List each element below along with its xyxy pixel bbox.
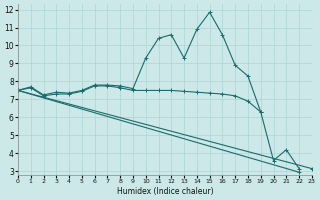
X-axis label: Humidex (Indice chaleur): Humidex (Indice chaleur) <box>116 187 213 196</box>
